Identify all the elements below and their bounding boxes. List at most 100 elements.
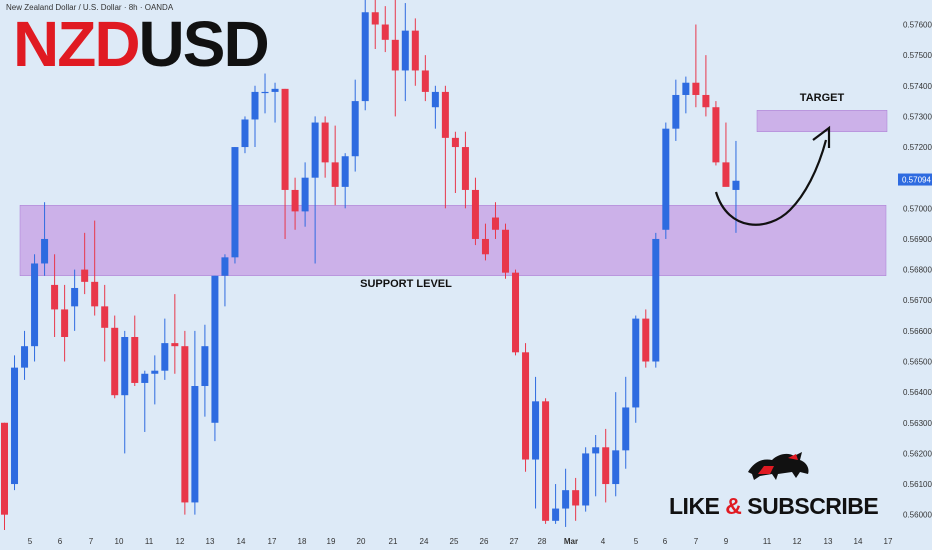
candle-body	[461, 147, 469, 190]
candle-body	[612, 450, 620, 485]
candle-body	[602, 447, 610, 485]
candle-body	[592, 447, 600, 454]
candle-body	[271, 88, 279, 92]
candle-body	[722, 162, 730, 187]
y-tick-label: 0.56100	[903, 480, 932, 489]
candle-body	[81, 269, 89, 282]
candle	[361, 0, 369, 111]
y-tick-label: 0.56200	[903, 449, 932, 458]
candle-body	[572, 490, 580, 506]
candle-body	[41, 238, 49, 264]
candle	[371, 0, 379, 50]
price-axis[interactable]: 0.576000.575000.574000.573000.572000.571…	[898, 21, 932, 520]
candle-body	[261, 91, 269, 94]
candle-body	[441, 91, 449, 138]
candle	[572, 477, 580, 521]
candle-body	[401, 30, 409, 71]
current-price-label: 0.57094	[902, 176, 931, 185]
candle	[81, 232, 89, 295]
candle	[251, 85, 259, 148]
x-tick-label: 24	[420, 537, 429, 546]
candle	[321, 116, 329, 178]
candle	[491, 202, 499, 239]
bull-logo-icon	[748, 452, 809, 480]
candle	[542, 398, 550, 524]
candle	[722, 122, 730, 187]
x-tick-label: 7	[694, 537, 699, 546]
candle	[401, 3, 409, 102]
candle-body	[181, 346, 189, 503]
candle	[271, 82, 279, 123]
candle-body	[291, 189, 299, 212]
candle-body	[51, 284, 59, 310]
y-tick-label: 0.57200	[903, 143, 932, 152]
x-tick-label: 25	[450, 537, 459, 546]
candle	[121, 330, 129, 454]
candle	[562, 468, 570, 527]
arrow-head-icon	[812, 125, 831, 148]
candle-body	[702, 94, 710, 108]
candle	[592, 435, 600, 497]
candle	[431, 85, 439, 129]
candle	[642, 309, 650, 368]
candle-body	[421, 70, 429, 92]
candle	[281, 88, 289, 239]
candle-body	[491, 217, 499, 230]
candle-body	[211, 275, 219, 423]
candle-body	[632, 318, 640, 408]
y-tick-label: 0.57500	[903, 51, 932, 60]
x-tick-label: 6	[663, 537, 668, 546]
candle	[612, 392, 620, 497]
x-tick-label: 19	[327, 537, 336, 546]
y-tick-label: 0.56300	[903, 419, 932, 428]
time-axis[interactable]: 5 6 7 10 11 12 13 14 17 18 19 20 21 24 25 26 27 28 Mar 4 5 6 7…	[28, 537, 893, 546]
candle	[712, 101, 720, 166]
candle-body	[201, 346, 209, 387]
candle-body	[371, 12, 379, 25]
candle	[161, 318, 169, 380]
y-tick-label: 0.57300	[903, 112, 932, 121]
candle-body	[672, 94, 680, 129]
candle-body	[121, 336, 129, 396]
x-tick-label: 6	[58, 537, 63, 546]
candle	[391, 0, 399, 117]
candle-body	[562, 490, 570, 509]
x-tick-label: 12	[793, 537, 802, 546]
target-label: TARGET	[800, 92, 845, 104]
candle	[301, 162, 309, 227]
candle	[732, 140, 740, 233]
candle	[21, 330, 29, 380]
candle-body	[471, 189, 479, 239]
candle	[481, 223, 489, 261]
candle	[221, 254, 229, 307]
candle	[381, 6, 389, 53]
candle	[241, 116, 249, 154]
cta-subscribe: SUBSCRIBE	[747, 493, 879, 519]
candle	[311, 116, 319, 264]
x-tick-label: 9	[724, 537, 729, 546]
candle-body	[542, 401, 550, 521]
candle	[552, 484, 560, 524]
candle-body	[71, 287, 79, 307]
candle-body	[732, 180, 740, 190]
y-tick-label: 0.56500	[903, 358, 932, 367]
candle-body	[281, 88, 289, 190]
candle	[441, 85, 449, 209]
y-tick-label: 0.56400	[903, 388, 932, 397]
candle	[51, 254, 59, 337]
candle-body	[231, 147, 239, 258]
y-tick-label: 0.57600	[903, 21, 932, 30]
pair-logo: NZDUSD	[13, 12, 270, 76]
candle	[141, 370, 149, 432]
zones-layer	[19, 110, 888, 276]
candle-body	[391, 39, 399, 71]
candle-body	[31, 263, 39, 347]
projection-arrow	[714, 139, 828, 226]
cta-like: LIKE	[669, 493, 720, 519]
y-tick-label: 0.56600	[903, 327, 932, 336]
candle	[512, 269, 520, 356]
candle-body	[411, 30, 419, 71]
x-tick-label: 21	[389, 537, 398, 546]
candle-body	[161, 343, 169, 371]
